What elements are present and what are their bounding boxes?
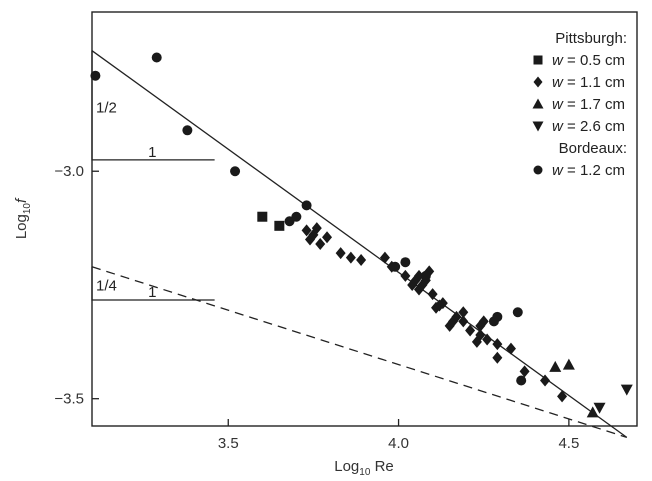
fit-lines: [91, 50, 628, 438]
x-tick-label: 4.5: [558, 435, 579, 452]
data-point-triangle-down: [620, 384, 633, 396]
legend-marker-triangle-up: [532, 98, 544, 109]
slope-triangle-2: [91, 266, 215, 301]
data-point-diamond: [458, 306, 469, 319]
data-point-square: [257, 211, 268, 222]
data-point-diamond: [451, 310, 462, 323]
legend-marker-circle: [533, 165, 543, 175]
slope-triangle-1: [91, 50, 215, 161]
data-point-circle: [230, 166, 241, 177]
data-point-diamond: [465, 324, 476, 337]
legend-entry-label: w = 1.1 cm: [552, 74, 625, 91]
data-point-diamond: [315, 238, 326, 251]
data-point-diamond: [427, 288, 438, 301]
data-point-diamond: [505, 342, 516, 355]
data-point-circle: [516, 375, 527, 386]
legend-marker-square: [533, 55, 543, 65]
data-point-diamond: [345, 251, 356, 264]
data-point-diamond: [379, 251, 390, 264]
data-point-triangle-up: [549, 360, 562, 372]
data-point-circle: [301, 200, 312, 211]
data-point-triangle-up: [586, 406, 599, 418]
data-point-circle: [420, 270, 431, 281]
data-point-circle: [390, 261, 401, 272]
data-point-diamond: [414, 269, 424, 282]
data-point-diamond: [478, 315, 489, 328]
data-point-diamond: [335, 247, 346, 260]
data-point-diamond: [557, 390, 568, 403]
legend-group-title: Bordeaux:: [559, 140, 627, 157]
data-point-circle: [400, 257, 411, 268]
data-point-circle: [151, 52, 162, 63]
solid-fit-line: [91, 50, 628, 438]
x-tick-label: 4.0: [388, 435, 409, 452]
y-tick-label: −3.0: [54, 163, 84, 180]
data-point-diamond: [437, 297, 448, 310]
plot-frame: [91, 11, 638, 427]
data-point-circle: [492, 311, 503, 322]
data-point-triangle-up: [562, 358, 575, 370]
data-point-diamond: [301, 224, 312, 237]
legend-marker-diamond: [533, 76, 543, 88]
x-axis-label: Log10 Re: [334, 458, 394, 478]
legend: Pittsburgh: w = 0.5 cm w = 1.1 cm w = 1.7 c…: [532, 30, 627, 179]
legend-marker-triangle-down: [532, 121, 544, 132]
axis-ticks: 3.5 4.0 4.5 −3.0 −3.5: [54, 163, 579, 452]
slope-label-horizontal-1: 1: [148, 144, 156, 161]
data-point-diamond: [475, 329, 486, 342]
y-tick-label: −3.5: [54, 391, 84, 408]
data-point-circle: [512, 307, 523, 318]
data-point-diamond: [400, 269, 411, 282]
legend-entry-label: w = 2.6 cm: [552, 118, 625, 135]
data-point-square: [274, 220, 285, 231]
data-point-diamond: [322, 231, 333, 244]
data-point-diamond: [492, 351, 503, 364]
data-point-diamond: [540, 374, 551, 387]
y-axis-label: Log10f: [13, 197, 33, 239]
data-point-diamond: [458, 315, 469, 328]
x-tick-label: 3.5: [218, 435, 239, 452]
data-points: [90, 52, 633, 418]
legend-entry-label: w = 1.2 cm: [552, 162, 625, 179]
data-point-triangle-down: [593, 402, 606, 414]
slope-label-vertical-2: 1/4: [96, 277, 117, 294]
data-point-diamond: [492, 338, 503, 351]
slope-label-vertical-1: 1/2: [96, 99, 117, 116]
legend-group-title: Pittsburgh:: [555, 30, 627, 47]
data-point-circle: [182, 125, 193, 136]
dashed-slope-line: [91, 266, 627, 438]
legend-entry-label: w = 0.5 cm: [552, 52, 625, 69]
data-point-diamond: [356, 253, 367, 266]
data-point-circle: [291, 211, 302, 222]
data-point-diamond: [311, 222, 322, 235]
slope-label-horizontal-2: 1: [148, 284, 156, 301]
legend-entry-label: w = 1.7 cm: [552, 96, 625, 113]
data-point-diamond: [482, 333, 493, 346]
data-point-circle: [90, 70, 101, 81]
slope-triangles: 1/2 1 1/4 1: [91, 50, 215, 301]
data-point-diamond: [519, 365, 530, 378]
